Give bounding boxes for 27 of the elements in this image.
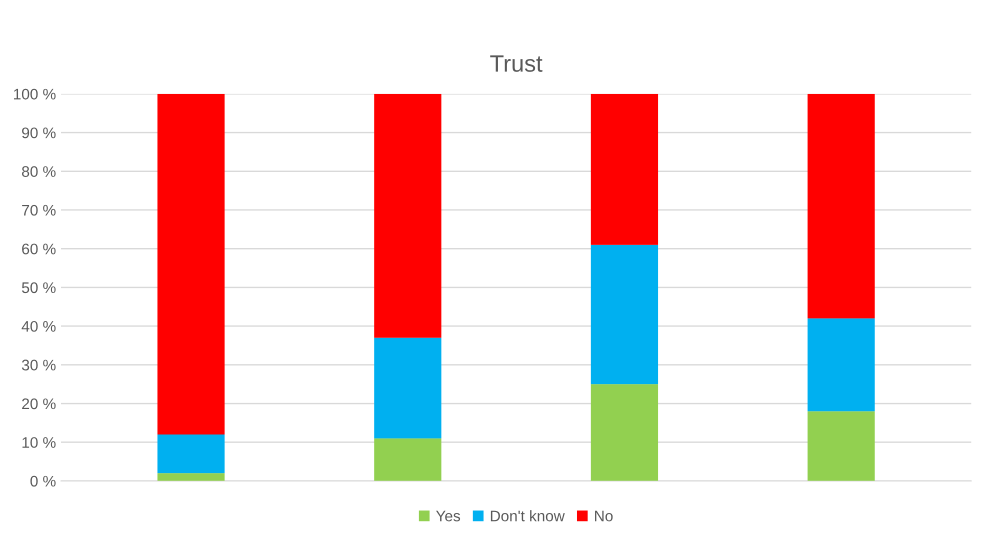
bar bbox=[808, 318, 875, 412]
y-tick-label: 0 % bbox=[30, 476, 56, 487]
bar bbox=[808, 94, 875, 318]
y-tick-label: 60 % bbox=[22, 244, 56, 254]
y-tick-label: 80 % bbox=[22, 166, 56, 177]
y-tick-label: 50 % bbox=[22, 282, 56, 294]
bar bbox=[590, 384, 658, 481]
bar bbox=[374, 338, 442, 438]
legend-label: Don't know bbox=[490, 510, 565, 522]
bar bbox=[157, 434, 225, 474]
y-tick-label: 20 % bbox=[22, 398, 56, 410]
bar bbox=[157, 94, 225, 434]
chart-title: Trust bbox=[490, 55, 542, 72]
y-tick-label: 10 % bbox=[22, 437, 56, 448]
legend-label: No bbox=[595, 510, 613, 522]
y-tick-label: 90 % bbox=[22, 127, 56, 138]
bar bbox=[374, 438, 442, 481]
legend-label: Yes bbox=[436, 510, 460, 522]
y-tick-label: 30 % bbox=[22, 360, 56, 370]
y-tick-label: 100 % bbox=[14, 88, 56, 100]
y-tick-label: 70 % bbox=[22, 204, 56, 216]
bar bbox=[157, 473, 225, 481]
y-tick-label: 40 % bbox=[22, 320, 56, 332]
bar bbox=[590, 94, 658, 245]
bar bbox=[808, 411, 875, 481]
bar bbox=[590, 244, 658, 384]
bar bbox=[374, 94, 442, 338]
